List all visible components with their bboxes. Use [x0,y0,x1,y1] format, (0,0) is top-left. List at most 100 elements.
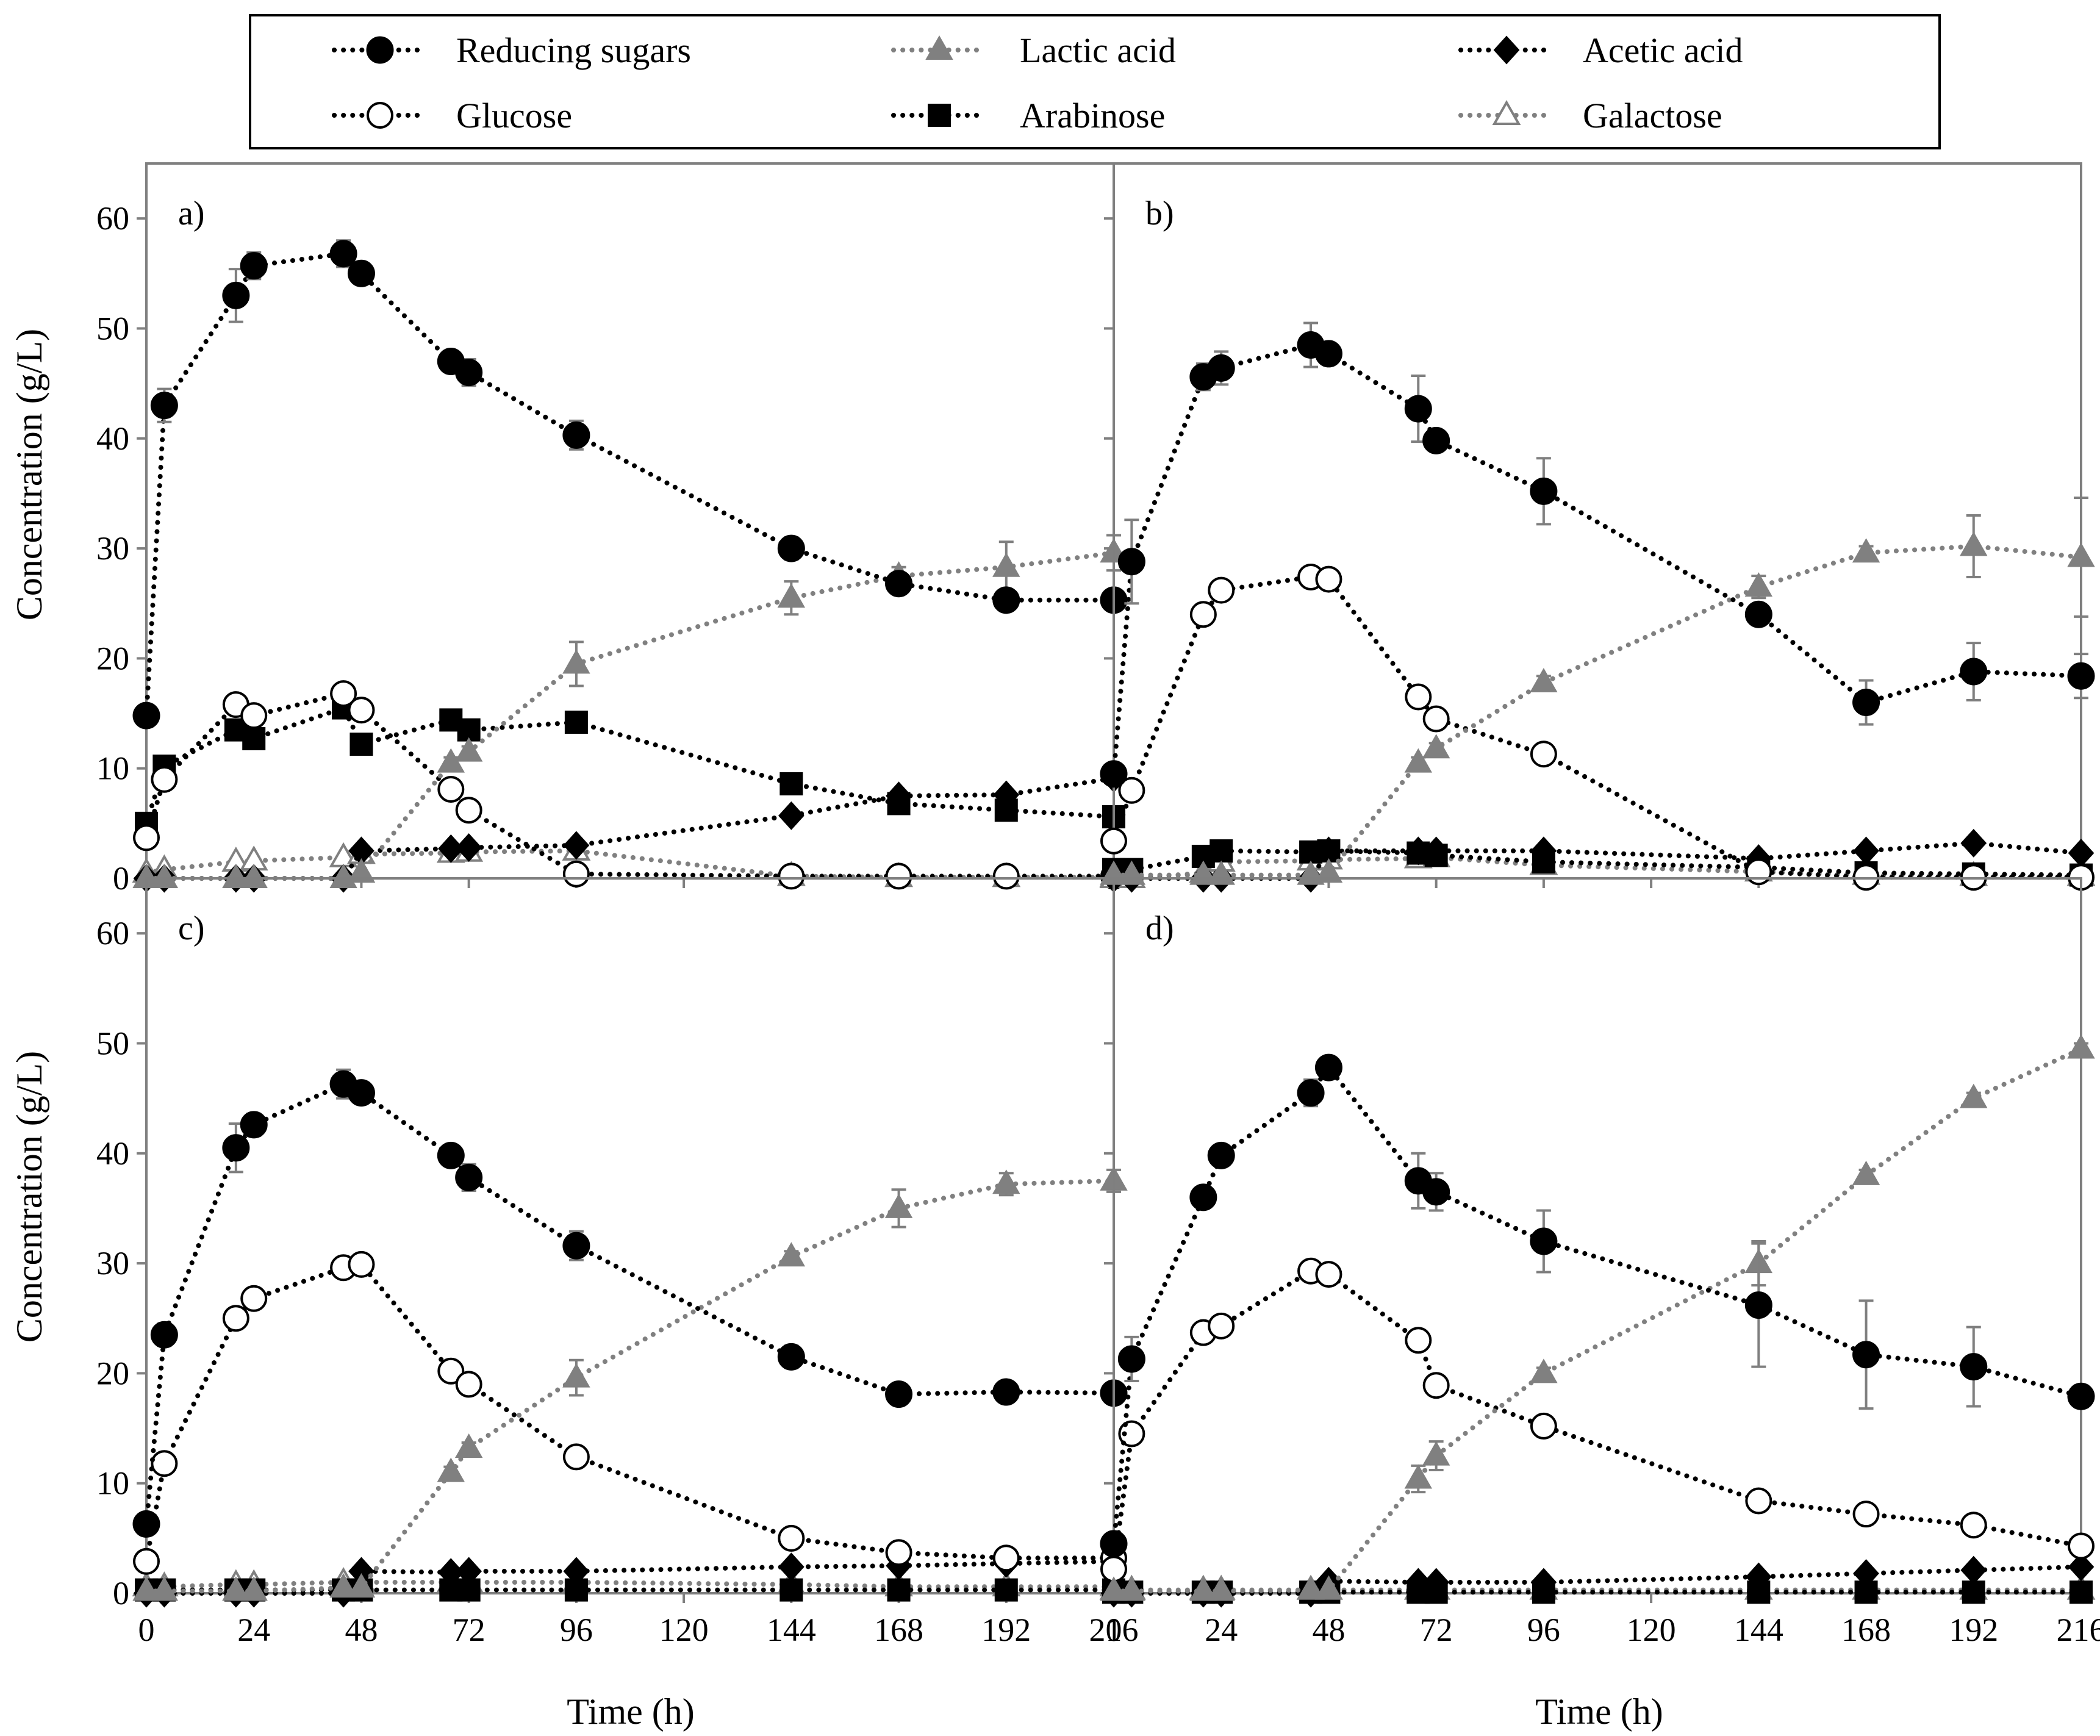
data-point-reducing-sugars [1189,1183,1217,1211]
data-point-lactic-acid [1422,1441,1450,1466]
data-point-lactic-acid [1960,1083,1988,1108]
legend-entry-reducing-sugars: Reducing sugars [332,30,691,70]
data-point-lactic-acid [240,1576,268,1601]
data-point-reducing-sugars [222,1134,250,1162]
data-point-reducing-sugars [1404,395,1432,423]
legend-marker-acetic-acid [1493,35,1520,65]
data-point-lactic-acid [1960,531,1988,556]
legend-marker-reducing-sugars [366,36,394,64]
data-point-lactic-acid [2067,1034,2095,1059]
data-point-arabinose [242,727,266,751]
data-point-glucose [778,1524,805,1552]
data-point-glucose [1189,601,1217,628]
data-point-reducing-sugars [777,534,805,562]
data-point-glucose [151,766,178,793]
data-point-reducing-sugars [329,240,357,268]
y-tick-label: 30 [96,1245,129,1282]
data-point-glucose [1745,858,1772,886]
legend-label-galactose: Galactose [1583,96,1722,135]
legend-swatch-arabinose [891,104,987,127]
data-point-lactic-acid [329,1573,357,1598]
data-point-acetic-acid [456,1557,482,1586]
series-lactic-acid [1100,1034,2095,1601]
y-tick-label: 40 [96,1135,129,1172]
panel-frame [1113,877,2082,1594]
data-point-reducing-sugars [1960,1353,1988,1381]
data-point-arabinose [1209,839,1233,863]
legend-label-reducing-sugars: Reducing sugars [456,30,691,70]
y-tick-label: 20 [96,1355,129,1391]
x-tick-label: 96 [560,1612,593,1648]
legend-marker-galactose [1492,99,1521,125]
legend-marker-arabinose [928,104,951,127]
data-point-lactic-acid [777,583,806,608]
data-point-glucose [562,860,590,888]
legend-entry-glucose: Glucose [332,96,572,135]
y-tick-label: 40 [96,420,129,457]
series-reducing-sugars [1100,321,2095,788]
x-tick-label: 192 [981,1612,1031,1648]
data-point-reducing-sugars [1207,354,1235,382]
data-point-acetic-acid [1405,836,1432,866]
data-point-reducing-sugars [885,570,913,598]
data-point-glucose [455,1371,482,1398]
data-point-glucose [133,1548,160,1575]
data-point-glucose [1118,777,1145,804]
data-point-reducing-sugars [562,421,590,449]
data-point-glucose [1745,1487,1772,1515]
y-tick-label: 10 [96,750,129,787]
data-point-reducing-sugars [2067,662,2095,690]
data-point-glucose [1530,1412,1557,1440]
data-point-acetic-acid [1423,836,1450,866]
data-point-glucose [348,1250,375,1278]
series-reducing-sugars [1100,1053,2095,1558]
data-point-reducing-sugars [1744,600,1772,628]
legend-entry-galactose: Galactose [1458,96,1722,135]
legend-entry-lactic-acid: Lactic acid [891,30,1176,70]
data-point-glucose [1315,1261,1342,1288]
data-point-glucose [885,863,912,890]
series-lactic-acid [132,534,1128,888]
data-point-reducing-sugars [1960,658,1988,686]
data-point-arabinose [779,1578,803,1602]
data-point-lactic-acid [1530,1358,1558,1383]
data-point-lactic-acid [454,1433,483,1458]
data-point-lactic-acid [222,863,250,888]
data-point-reducing-sugars [240,1111,268,1139]
data-point-glucose [1208,1312,1235,1340]
data-point-reducing-sugars [240,252,268,280]
x-tick-label: 96 [1527,1612,1560,1648]
data-point-glucose [240,702,268,730]
x-tick-label: 72 [453,1612,486,1648]
data-point-lactic-acid [1207,1576,1235,1601]
legend-label-lactic-acid: Lactic acid [1020,30,1176,70]
data-point-reducing-sugars [347,1079,375,1107]
x-tick-label: 24 [1205,1612,1238,1648]
data-point-reducing-sugars [1207,1141,1235,1169]
x-axis-title-right: Time (h) [1535,1691,1663,1732]
x-tick-label: 24 [237,1612,270,1648]
data-point-reducing-sugars [222,281,250,309]
data-point-glucose [1852,1501,1880,1528]
data-point-lactic-acid [150,863,179,888]
legend-swatch-acetic-acid [1458,35,1555,65]
data-point-glucose [348,697,375,724]
data-point-lactic-acid [132,1576,160,1601]
data-point-acetic-acid [1960,828,1987,858]
panel-d: 0 24 48 72 96 120 144 168 192 216 d) [1099,877,2100,1648]
data-point-glucose [1208,576,1235,604]
data-point-acetic-acid [563,831,590,860]
legend-label-acetic-acid: Acetic acid [1583,30,1743,70]
data-point-reducing-sugars [1852,1341,1880,1369]
x-tick-label: 192 [1949,1612,1998,1648]
data-point-acetic-acid [1960,1555,1987,1585]
data-point-lactic-acid [1189,1576,1217,1601]
data-point-acetic-acid [1745,1562,1772,1591]
y-axis-titles: Concentration (g/L) Concentration (g/L) [9,329,49,1343]
data-point-reducing-sugars [132,1510,160,1538]
data-point-reducing-sugars [2067,1382,2095,1410]
data-point-arabinose [994,798,1018,822]
data-point-glucose [1118,1420,1145,1447]
x-tick-label: 72 [1420,1612,1453,1648]
data-point-lactic-acid [1422,734,1450,759]
